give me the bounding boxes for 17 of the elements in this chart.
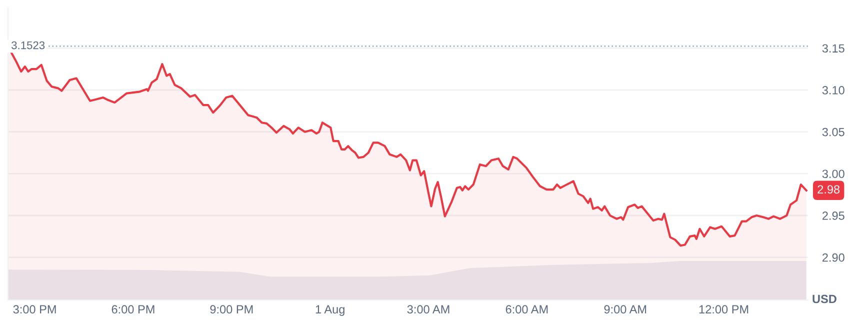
y-tick-label: 2.95: [822, 212, 844, 220]
x-tick-label: 9:00 AM: [604, 305, 646, 314]
y-tick-label: 3.10: [822, 86, 844, 94]
y-tick-label: 3.15: [822, 44, 844, 53]
y-tick-label: 2.90: [822, 253, 844, 262]
x-tick-label: 6:00 PM: [112, 305, 154, 314]
x-tick-label: 3:00 AM: [407, 305, 450, 314]
ref-line-label: 3.1523: [12, 41, 45, 50]
x-tick-label: 6:00 AM: [506, 305, 548, 314]
y-tick-label: 3.05: [822, 128, 844, 136]
y-axis-title: USD: [812, 294, 836, 304]
annotation: 2.98: [818, 185, 840, 194]
x-tick-label: 12:00 PM: [699, 305, 748, 314]
x-tick-label: 3:00 PM: [13, 305, 56, 314]
x-tick-label: 1 Aug: [316, 305, 344, 316]
x-tick-label: 9:00 PM: [210, 305, 253, 314]
y-tick-label: 3.00: [822, 170, 844, 178]
